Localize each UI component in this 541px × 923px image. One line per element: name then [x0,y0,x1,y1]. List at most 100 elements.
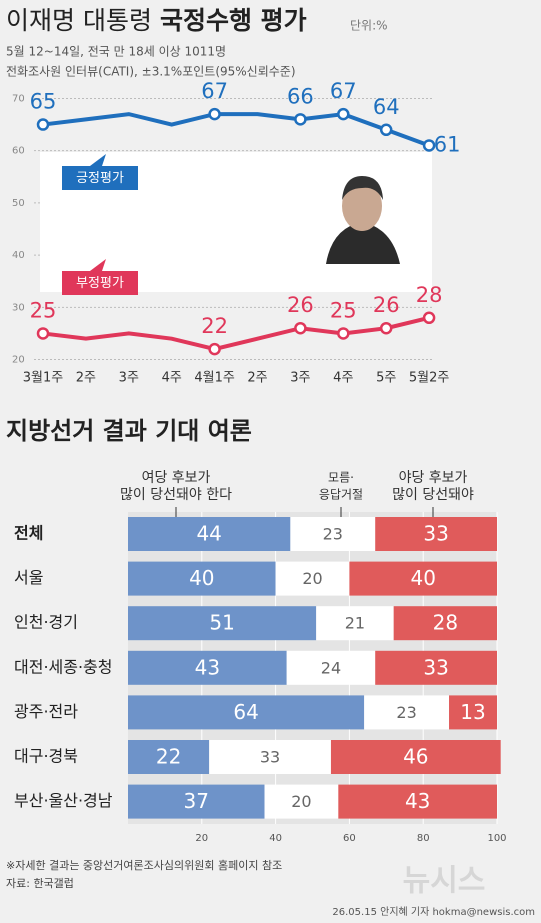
data-label: 25 [30,298,57,322]
bar-segment [393,606,497,641]
data-label: 67 [330,79,357,103]
title-part: 국정수행 평가 [160,6,307,35]
legend-box [62,271,138,295]
x-tick-label: 3주 [119,371,139,386]
legend-label: 모름· [328,471,354,485]
note: ※자세한 결과는 중앙선거여론조사심의위원회 홈페이지 참조 [6,858,282,872]
legend-label: 응답거절 [319,488,363,502]
photo-hair [342,176,383,200]
y-tick-label: 40 [12,250,25,261]
x-tick-label: 40 [269,833,282,844]
data-label: 21 [345,614,365,633]
data-label: 22 [156,745,181,769]
bar-segment [128,650,287,685]
marker [379,123,393,137]
data-label: 64 [233,700,258,724]
photo [322,168,404,264]
line [42,112,430,148]
data-label: 44 [196,522,221,546]
x-tick-label: 80 [417,833,430,844]
data-label: 61 [434,132,461,156]
y-tick-label: 대구·경북 [14,747,78,766]
marker [208,107,221,121]
credit: 26.05.15 안지혜 기자 hokma@newsis.com [332,906,535,918]
line [42,315,430,352]
legend-pointer [90,154,106,166]
x-tick-label: 2주 [76,371,96,386]
subtitle: 전화조사원 인터뷰(CATI), ±3.1%포인트(95%신뢰수준) [6,65,296,79]
data-label: 66 [287,84,314,108]
chart-title: 지방선거 결과 기대 여론 [6,417,252,445]
photo-face [342,181,382,231]
legend-label: 긍정평가 [76,171,124,186]
legend-pointer [90,259,106,271]
bar-segment [316,606,394,641]
bar-segment [375,650,497,685]
bar-segment [128,561,276,596]
data-label: 25 [330,298,357,322]
legend-label: 부정평가 [76,276,124,291]
bar-segment [338,784,497,819]
y-tick-label: 60 [12,146,25,157]
legend-box [62,166,138,190]
bar-segment [330,740,501,774]
x-tick-label: 100 [487,833,506,844]
x-tick-label: 20 [195,833,208,844]
data-label: 28 [416,283,443,307]
logo: 뉴시스 [403,864,486,899]
subtitle: 5월 12~14일, 전국 만 18세 이상 1011명 [6,45,226,59]
data-label: 40 [410,566,435,590]
data-label: 28 [433,611,458,635]
bar-segment [128,784,265,819]
data-label: 23 [323,525,343,544]
bar-segment [364,695,450,730]
data-label: 64 [373,95,400,119]
legend-label: 많이 당선돼야 한다 [120,487,232,503]
marker [208,342,221,356]
bar-segment [209,740,331,774]
legend-label: 많이 당선돼야 [392,487,474,503]
x-tick-label: 2주 [247,371,267,386]
y-tick-label: 인천·경기 [14,613,78,632]
title-part: 이재명 대통령 [6,6,152,35]
y-tick-label: 20 [12,355,25,366]
bar-segment [128,517,291,551]
marker [422,311,436,325]
bar-segment [286,650,376,685]
legend-label: 야당 후보가 [399,470,468,486]
data-label: 37 [184,789,209,813]
x-tick-label: 3주 [290,371,310,386]
marker [379,321,393,335]
y-tick-label: 전체 [14,524,43,543]
marker [294,321,307,335]
data-label: 22 [201,314,228,338]
data-label: 43 [405,789,430,813]
bar-segment [128,740,210,774]
chart-title: 이재명 대통령 국정수행 평가 [6,6,307,35]
marker [36,118,50,131]
data-label: 23 [396,703,416,722]
x-tick-label: 4월1주 [194,371,235,386]
x-tick-label: 4주 [162,371,182,386]
data-label: 65 [30,90,57,114]
bar-segment [264,784,339,819]
marker [422,139,436,152]
bar-segment [290,517,376,551]
data-label: 51 [209,611,234,635]
y-tick-label: 70 [12,93,25,104]
bar-segment [128,606,317,641]
bar-segment [349,561,497,596]
legend-label: 여당 후보가 [142,470,211,486]
bar-segment [375,517,497,551]
data-label: 67 [201,79,228,103]
marker [294,113,307,126]
marker [337,107,350,121]
data-label: 20 [291,792,311,811]
x-tick-label: 5월2주 [409,371,450,386]
source: 자료: 한국갤럽 [6,876,74,890]
data-label: 33 [423,655,448,679]
data-label: 40 [189,566,214,590]
y-tick-label: 광주·전라 [14,702,78,721]
bar-segment [449,695,497,730]
